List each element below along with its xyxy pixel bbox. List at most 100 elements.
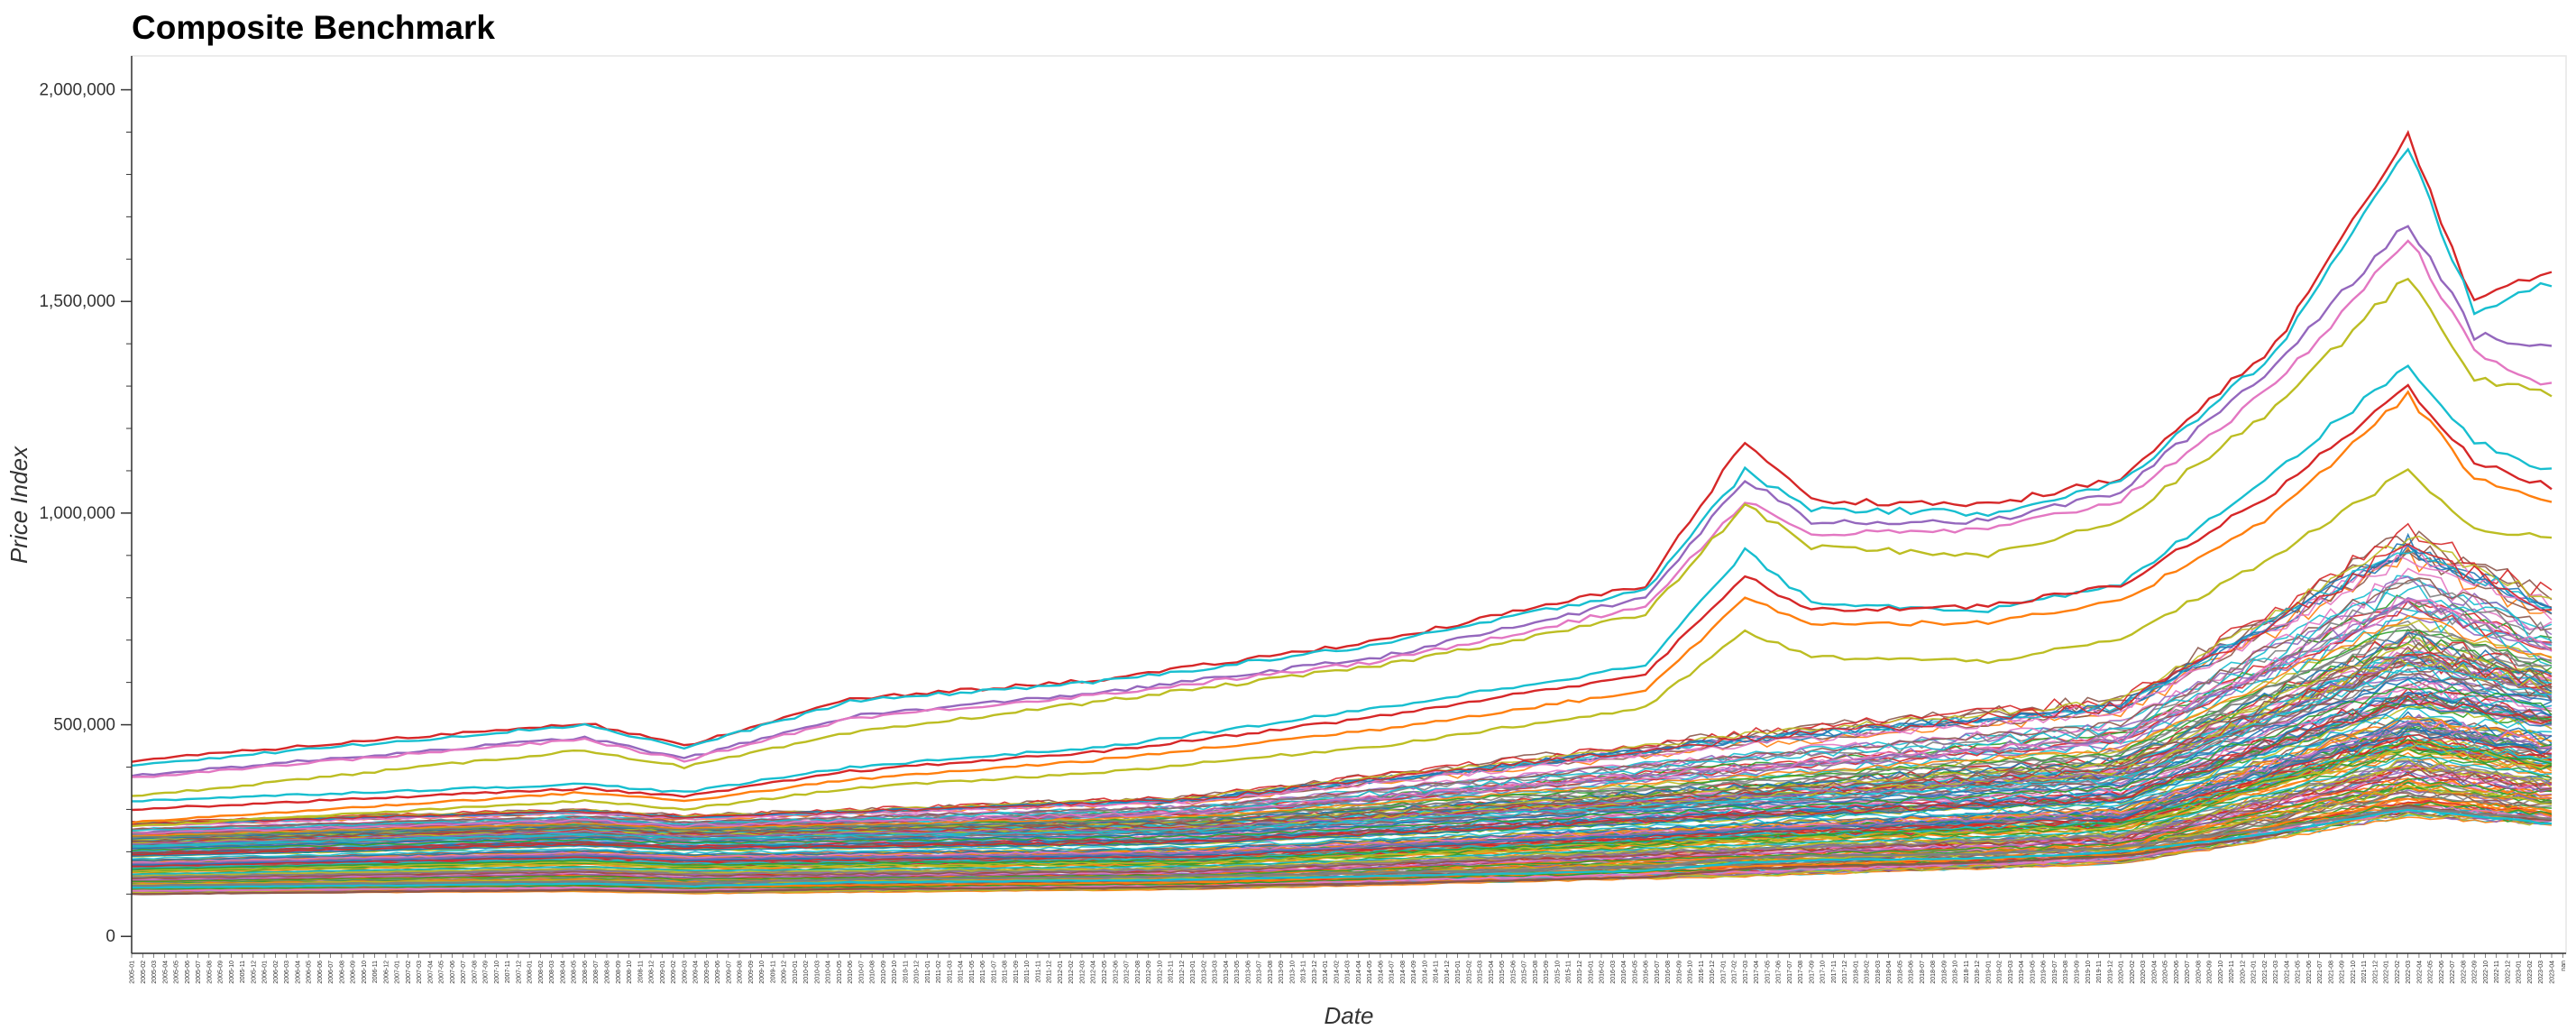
x-tick-label: 2007-09: [483, 961, 490, 984]
x-tick-label: 2023-02: [2527, 961, 2534, 984]
x-tick-label: 2017-01: [1720, 961, 1727, 984]
x-tick-label: 2018-08: [1930, 961, 1937, 984]
x-tick-label: 2011-11: [1035, 961, 1041, 983]
series-line: [131, 130, 2553, 763]
x-tick-label: 2021-09: [2340, 961, 2346, 984]
series-line: [131, 383, 2553, 812]
series-line: [131, 718, 2553, 862]
series-line: [131, 722, 2553, 866]
x-tick-label: 2011-09: [1013, 961, 1020, 983]
x-tick-label: 2012-10: [1157, 961, 1163, 984]
series-line: [132, 364, 2553, 803]
series-line: [131, 468, 2553, 828]
x-tick-label: 2007-11: [505, 961, 511, 983]
x-tick-label: 2019-12: [2107, 961, 2113, 984]
x-tick-label: 2018-03: [1875, 961, 1882, 984]
x-tick-label: 2009-05: [704, 961, 710, 984]
x-tick-label: 2007-01: [395, 961, 401, 984]
x-tick-label: 2016-07: [1655, 961, 1661, 984]
x-tick-label: 2013-05: [1234, 961, 1241, 984]
x-tick-label: 2023-04: [2550, 961, 2556, 984]
x-tick-label: 2009-10: [759, 961, 765, 984]
x-tick-label: 2013-01: [1190, 961, 1196, 984]
x-tick-label: 2014-09: [1411, 961, 1417, 984]
x-tick-label: 2017-03: [1743, 961, 1749, 984]
x-tick-label: 2014-11: [1434, 961, 1440, 983]
series-line: [131, 741, 2553, 872]
x-tick-label: 2007-05: [439, 961, 445, 984]
x-tick-label: 2020-09: [2207, 961, 2214, 984]
x-tick-label: 2019-07: [2052, 961, 2058, 984]
x-tick-label: 2019-09: [2075, 961, 2081, 984]
x-tick-label: 2014-03: [1345, 961, 1352, 984]
y-tick-label: 0: [105, 927, 115, 946]
x-tick-label: 2017-12: [1842, 961, 1848, 984]
x-tick-label: 2009-01: [660, 961, 666, 984]
series-line: [131, 239, 2553, 778]
x-tick-label: 2009-09: [748, 961, 755, 984]
series-line: [131, 739, 2553, 870]
y-axis-title: Price Index: [5, 446, 32, 564]
x-tick-label: 2010-02: [803, 961, 810, 984]
x-tick-label: 2015-08: [1533, 961, 1539, 984]
x-tick-label: 2008-09: [616, 961, 622, 984]
x-tick-label: 2022-05: [2428, 961, 2434, 984]
x-tick-label: 2021-03: [2273, 961, 2279, 984]
x-tick-label: 2005-09: [218, 961, 225, 984]
x-tick-label: 2022-01: [2384, 961, 2390, 984]
x-tick-label: 2019-06: [2041, 961, 2048, 984]
x-tick-label: 2012-09: [1146, 961, 1152, 984]
x-tick-label: 2011-04: [958, 961, 965, 983]
x-tick-label: 2005-06: [185, 961, 191, 984]
x-tick-label: 2011-06: [980, 961, 986, 983]
x-tick-label: 2015-11: [1566, 961, 1572, 983]
x-tick-label: 2009-02: [671, 961, 677, 984]
x-tick-label: 2014-06: [1378, 961, 1384, 984]
x-tick-label: 2020-07: [2185, 961, 2191, 984]
x-tick-label: 2019-01: [1985, 961, 1992, 984]
x-tick-label: 2013-12: [1312, 961, 1318, 984]
x-tick-label: 2015-10: [1554, 961, 1561, 984]
x-tick-label: 2022-02: [2395, 961, 2401, 984]
x-tick-label: 2016-05: [1632, 961, 1638, 984]
x-tick-label: 2022-09: [2472, 961, 2479, 984]
x-tick-label: 2005-04: [162, 961, 169, 984]
series-line: [131, 746, 2553, 873]
x-tick-label: 2020-02: [2130, 961, 2136, 984]
x-tick-label: 2019-05: [2030, 961, 2036, 984]
x-tick-label: 2021-12: [2372, 961, 2379, 984]
x-tick-label: 2020-10: [2218, 961, 2224, 984]
x-tick-label: 2013-02: [1201, 961, 1207, 984]
x-tick-label: 2022-06: [2439, 961, 2445, 984]
x-tick-label: 2011-03: [947, 961, 953, 983]
x-tick-label: 2013-10: [1289, 961, 1296, 984]
x-tick-label: 2008-03: [549, 961, 555, 984]
x-tick-label: 2021-11: [2361, 961, 2368, 983]
x-tick-label: 2020-03: [2141, 961, 2147, 984]
x-tick-label: 2010-07: [858, 961, 865, 984]
series-line: [131, 723, 2553, 865]
x-tick-label: 2013-03: [1213, 961, 1219, 984]
x-tick-label: 2019-10: [2086, 961, 2092, 984]
x-axis: 2005-01 2005-02 2005-03 2005-04 2005-05 2005-…: [130, 952, 2567, 984]
x-tick-label: 2021-02: [2262, 961, 2269, 984]
x-tick-label: 2015-12: [1577, 961, 1583, 984]
series-line: [131, 770, 2553, 881]
series-line: [131, 808, 2553, 889]
x-tick-label: 2012-02: [1068, 961, 1075, 984]
x-tick-label: 2013-08: [1268, 961, 1274, 984]
series-line: [131, 625, 2553, 839]
series-line: [131, 692, 2553, 855]
series-line: [131, 707, 2553, 860]
x-tick-label: 2009-04: [693, 961, 700, 984]
x-tick-label: 2010-09: [881, 961, 887, 984]
series-line: [131, 631, 2553, 841]
x-tick-label: 2016-04: [1621, 961, 1627, 984]
series-line: [131, 543, 2553, 825]
x-tick-label: 2005-12: [251, 961, 257, 984]
x-tick-label: 2021-05: [2296, 961, 2302, 984]
x-tick-label: 2015-07: [1522, 961, 1528, 984]
x-tick-label: 2006-07: [328, 961, 335, 984]
x-tick-label: 2011-08: [1003, 961, 1009, 983]
x-tick-label: 2018-06: [1909, 961, 1915, 984]
